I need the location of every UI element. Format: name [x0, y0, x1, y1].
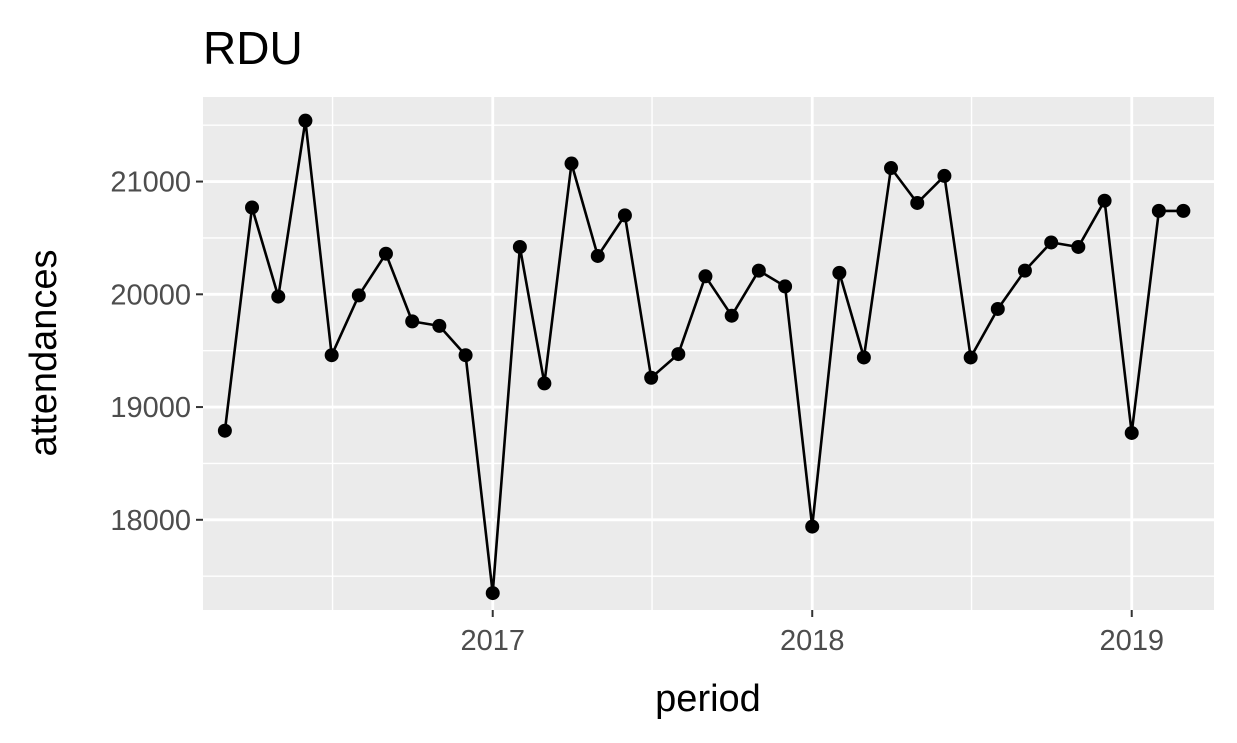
x-tick-label: 2018	[780, 625, 845, 657]
y-axis: 18000 19000 20000 21000	[110, 167, 203, 537]
data-point	[805, 519, 820, 534]
data-point	[1124, 425, 1139, 440]
data-point	[432, 318, 447, 333]
data-point	[512, 239, 527, 254]
data-point	[217, 423, 232, 438]
data-point	[751, 263, 766, 278]
x-axis: 2017 2018 2019	[460, 610, 1164, 657]
data-point	[963, 350, 978, 365]
plot-panel	[203, 97, 1214, 610]
data-point	[724, 308, 739, 323]
data-point	[617, 208, 632, 223]
data-point	[324, 348, 339, 363]
data-point	[884, 161, 899, 176]
data-point	[1044, 235, 1059, 250]
y-tick-label: 18000	[110, 505, 191, 537]
y-axis-title: attendances	[23, 249, 65, 456]
data-point	[1097, 193, 1112, 208]
data-point	[698, 269, 713, 284]
y-tick-label: 19000	[110, 392, 191, 424]
data-point	[537, 376, 552, 391]
chart-title: RDU	[203, 22, 303, 74]
data-point	[856, 350, 871, 365]
data-point	[485, 586, 500, 601]
data-point	[458, 348, 473, 363]
data-point	[1176, 203, 1191, 218]
data-point	[644, 370, 659, 385]
data-point	[1017, 263, 1032, 278]
data-point	[910, 195, 925, 210]
x-tick-label: 2019	[1099, 625, 1164, 657]
data-point	[298, 113, 313, 128]
data-point	[590, 248, 605, 263]
y-tick-label: 21000	[110, 167, 191, 199]
data-point	[351, 288, 366, 303]
series-layer	[217, 113, 1191, 601]
data-point	[1071, 239, 1086, 254]
data-point	[564, 156, 579, 171]
data-point	[271, 289, 286, 304]
y-tick-label: 20000	[110, 279, 191, 311]
data-point	[832, 265, 847, 280]
x-tick-label: 2017	[460, 625, 525, 657]
data-point	[671, 347, 686, 362]
data-point	[937, 168, 952, 183]
data-point	[990, 301, 1005, 316]
data-point	[245, 200, 260, 215]
data-point	[778, 279, 793, 294]
data-point	[1151, 203, 1166, 218]
data-point	[405, 314, 420, 329]
x-axis-title: period	[655, 678, 761, 720]
data-point	[378, 246, 393, 261]
